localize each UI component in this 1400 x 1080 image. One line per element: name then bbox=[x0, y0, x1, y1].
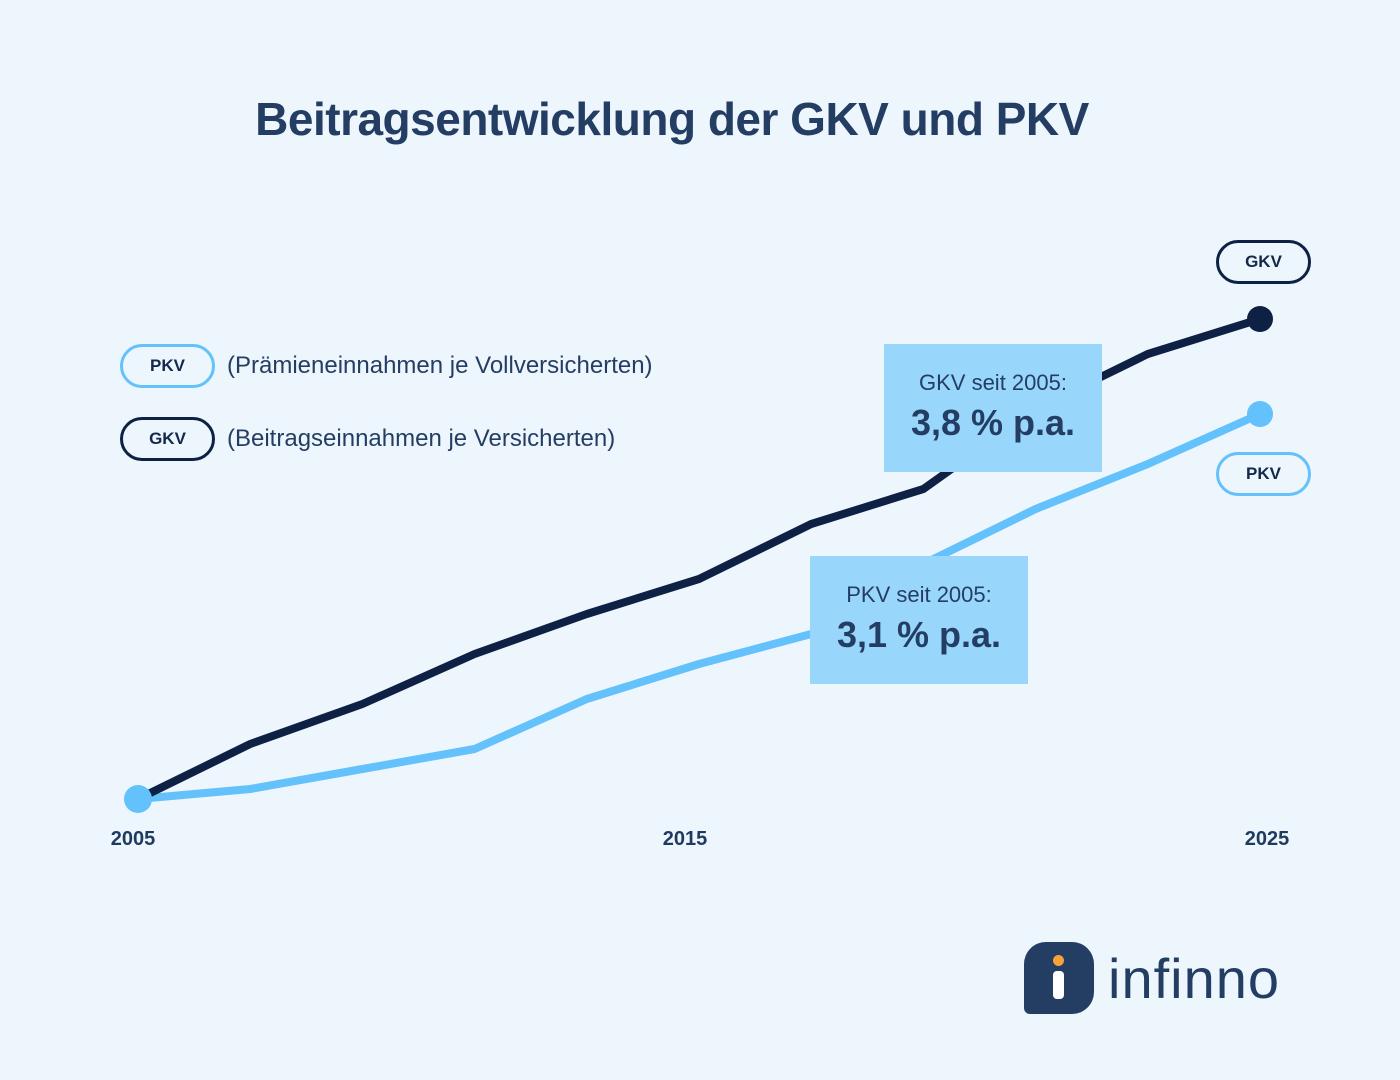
x-tick-label: 2025 bbox=[1244, 828, 1290, 850]
end-point-pkv bbox=[1247, 401, 1273, 427]
end-point-gkv bbox=[1247, 306, 1273, 332]
x-tick-label: 2015 bbox=[662, 828, 708, 850]
brand-logo: infinno bbox=[1024, 942, 1280, 1014]
legend-item-gkv: GKV (Beitragseinnahmen je Versicherten) bbox=[120, 417, 615, 461]
legend-pill-pkv: PKV bbox=[120, 344, 215, 388]
callout-gkv-label: GKV seit 2005: bbox=[919, 370, 1067, 395]
callout-pkv-label: PKV seit 2005: bbox=[846, 582, 992, 607]
x-tick-label: 2005 bbox=[110, 828, 156, 850]
callout-gkv-value: 3,8 % p.a. bbox=[910, 402, 1076, 443]
legend-item-pkv: PKV (Prämieneinnahmen je Vollversicherte… bbox=[120, 344, 653, 388]
callout-pkv-value: 3,1 % p.a. bbox=[836, 614, 1002, 655]
legend-text-pkv: (Prämieneinnahmen je Vollversicherten) bbox=[227, 352, 653, 379]
legend-pill-gkv: GKV bbox=[120, 417, 215, 461]
end-label-gkv: GKV bbox=[1216, 240, 1311, 284]
end-label-pkv: PKV bbox=[1216, 452, 1311, 496]
info-icon bbox=[1024, 942, 1094, 1014]
series-line-pkv bbox=[137, 410, 1262, 803]
start-point bbox=[124, 785, 152, 813]
callout-gkv: GKV seit 2005: 3,8 % p.a. bbox=[884, 344, 1102, 472]
callout-pkv: PKV seit 2005: 3,1 % p.a. bbox=[810, 556, 1028, 684]
legend-text-gkv: (Beitragseinnahmen je Versicherten) bbox=[227, 425, 616, 452]
chart-title: Beitragsentwicklung der GKV und PKV bbox=[255, 93, 1089, 145]
brand-name: infinno bbox=[1108, 946, 1281, 1010]
